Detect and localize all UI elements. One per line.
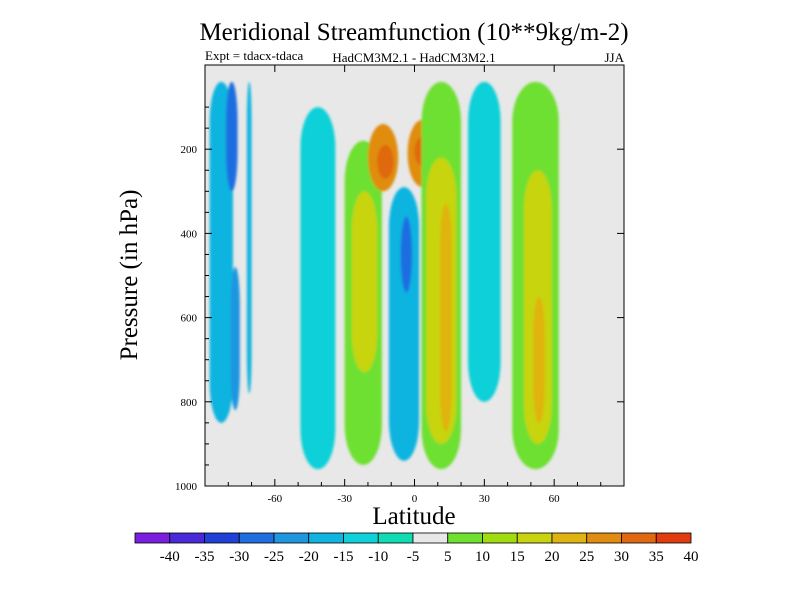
colorbar-swatch [238, 532, 275, 544]
contour-core-sh-polar-lower [230, 267, 240, 411]
colorbar-swatch [204, 532, 240, 544]
contour-core-sh-subtropic [351, 191, 378, 373]
x-axis-label: Latitude [372, 503, 455, 530]
colorbar-label: 10 [475, 549, 490, 565]
colorbar-swatch [273, 532, 310, 544]
contour-upper-core-1 [377, 144, 394, 179]
colorbar-swatch [551, 532, 588, 544]
colorbar-swatch [377, 532, 414, 544]
colorbar-label: -15 [334, 549, 354, 565]
colorbar-label: 20 [545, 549, 560, 565]
contour-core-nh-tropic-inner [440, 203, 452, 432]
colorbar-swatch [655, 532, 692, 544]
chart-subtitle-models: HadCM3M2.1 - HadCM3M2.1 [332, 50, 495, 65]
contour-layer [209, 81, 559, 470]
colorbar-swatch [169, 532, 205, 544]
chart-title: Meridional Streamfunction (10**9kg/m-2) [199, 19, 628, 46]
y-tick-label: 1000 [175, 481, 198, 493]
y-tick-label: 600 [181, 313, 198, 325]
x-tick-label: -60 [267, 493, 282, 505]
y-tick-label: 400 [181, 228, 198, 240]
x-tick-label: 30 [479, 493, 491, 505]
colorbar-swatch [621, 532, 657, 544]
contour-band-sh-mid [300, 107, 336, 470]
chart-subtitle-experiment: Expt = tdacx-tdaca [205, 48, 304, 63]
colorbar: -40 -35 -30 -25 -20 -15 -10 -5 5 10 15 20 25 30 35 40 [134, 532, 699, 565]
colorbar-swatch [412, 532, 449, 544]
x-tick-label: 0 [412, 493, 418, 505]
contour-core-sh-polar [225, 81, 238, 192]
contour-band-sh-polar-2 [246, 81, 252, 394]
colorbar-swatch [447, 532, 483, 544]
colorbar-label: -30 [229, 549, 249, 565]
y-tick-label: 200 [181, 144, 198, 156]
colorbar-label: -20 [299, 549, 319, 565]
axes-layer: -60 -30 0 30 60 200 400 600 800 1000 [175, 65, 624, 505]
x-tick-label: 60 [549, 493, 561, 505]
contour-band-nh-subtropic [468, 81, 501, 402]
colorbar-label: 25 [579, 549, 594, 565]
colorbar-swatch [134, 532, 171, 544]
colorbar-swatch [516, 532, 553, 544]
colorbar-label: -25 [264, 549, 284, 565]
colorbar-label: 40 [684, 549, 699, 565]
colorbar-label: 35 [649, 549, 664, 565]
colorbar-label: -35 [195, 549, 215, 565]
y-axis-label: Pressure (in hPa) [116, 190, 143, 361]
y-tick-label: 800 [181, 397, 198, 409]
colorbar-label: -10 [368, 549, 388, 565]
x-tick-label: -30 [337, 493, 352, 505]
colorbar-label: -5 [407, 549, 420, 565]
colorbar-swatch [343, 532, 379, 544]
contour-core-nh-mid-inner [533, 296, 545, 423]
colorbar-swatch [308, 532, 344, 544]
colorbar-label: 15 [510, 549, 525, 565]
colorbar-label: 30 [614, 549, 629, 565]
colorbar-label: -40 [160, 549, 180, 565]
colorbar-swatch [482, 532, 518, 544]
colorbar-label: 5 [444, 549, 452, 565]
contour-core-equatorial-negative [400, 216, 413, 293]
chart-subtitle-season: JJA [604, 50, 624, 65]
colorbar-swatch [586, 532, 622, 544]
